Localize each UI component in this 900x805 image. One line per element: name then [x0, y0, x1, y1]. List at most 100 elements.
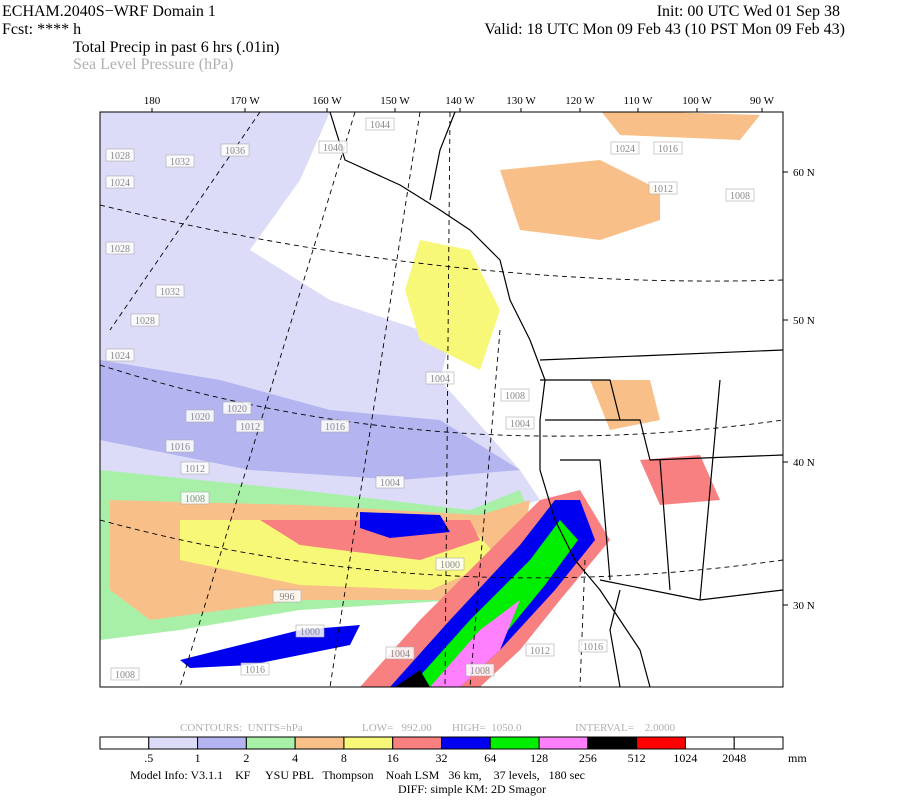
isobar-label-box: [105, 348, 135, 362]
isobar-label: 1004: [390, 649, 410, 660]
colorbar-swatch: [587, 736, 638, 750]
isobar-label: 1004: [380, 478, 400, 489]
title: ECHAM.2040S−WRF Domain 1: [2, 3, 216, 20]
precip-area: [590, 380, 660, 430]
isobar-label-box: [220, 143, 250, 157]
latitude-label: 60 N: [793, 167, 815, 179]
isobar-label-box: [240, 662, 270, 676]
init-time: Init: 00 UTC Wed 01 Sep 38: [657, 3, 840, 20]
isobar-label-box: [272, 589, 302, 603]
isobar-label: 1008: [730, 191, 750, 202]
isobar-label: 1012: [530, 646, 550, 657]
model-diff: DIFF: simple KM: 2D Smagor: [398, 782, 546, 796]
colorbar-label: 8: [341, 751, 347, 765]
isobar-label-box: [318, 140, 348, 154]
latitude-label: 50 N: [793, 315, 815, 327]
colorbar-swatch: [148, 736, 199, 750]
isobar-label-box: [505, 416, 535, 430]
longitude-label: 90 W: [750, 95, 775, 107]
isobar-label: 1036: [225, 146, 245, 157]
colorbar-label: 256: [579, 751, 597, 765]
isobar-label: 1004: [430, 374, 450, 385]
isobar-label-box: [578, 639, 608, 653]
isobar-label: 1000: [300, 627, 320, 638]
isobar-label: 1020: [227, 404, 247, 415]
colorbar-unit: mm: [788, 751, 807, 765]
isobar-label-box: [435, 557, 465, 571]
isobar-label-box: [525, 643, 555, 657]
isobar-label: 1024: [110, 351, 130, 362]
map-axes: 180 170 W 160 W 150 W 140 W 130 W 120 W 110 W 10…: [144, 95, 815, 612]
isobar-label-box: [105, 241, 135, 255]
isobar-label: 1016: [658, 144, 678, 155]
coastlines: [329, 112, 783, 687]
colorbar-swatch: [245, 736, 296, 750]
isobar-label-box: [500, 388, 530, 402]
isobar-label-box: [653, 141, 683, 155]
colorbar-swatch: [441, 736, 491, 750]
isobar-label: 1016: [170, 442, 190, 453]
isobar-label-box: [180, 491, 210, 505]
precip-swath: [430, 600, 520, 687]
isobar-label-box: [105, 175, 135, 189]
precip-area: [360, 512, 450, 538]
map-frame: [99, 111, 784, 688]
isobar-label-box: [235, 419, 265, 433]
isobar-label-box: [648, 181, 678, 195]
isobar-label: 1008: [115, 670, 135, 681]
isobar-label-box: [375, 475, 405, 489]
colorbar-label: 4: [292, 751, 298, 765]
graticule: [100, 112, 783, 687]
colorbar-label: 32: [436, 751, 448, 765]
isobar-label: 1004: [510, 419, 530, 430]
colorbar-swatch: [684, 736, 735, 750]
contour-units: CONTOURS: UNITS=hPa: [180, 722, 303, 734]
isobar-label-box: [110, 667, 140, 681]
model-info: Model Info: V3.1.1 KF YSU PBL Thompson N…: [130, 768, 585, 782]
contour-high: HIGH= 1050.0: [452, 722, 522, 734]
isobar-label-box: [185, 409, 215, 423]
isobar-label-box: [165, 154, 195, 168]
precip-area: [601, 112, 760, 140]
isobar-label-box: [105, 148, 135, 162]
forecast-hour: Fcst: **** h: [2, 21, 81, 38]
precip-area: [405, 240, 500, 370]
isobar-label: 1008: [185, 494, 205, 505]
isobar-label: 1040: [323, 143, 343, 154]
isobar-label-box: [610, 141, 640, 155]
valid-time: Valid: 18 UTC Mon 09 Feb 43 (10 PST Mon …: [484, 21, 845, 38]
isobar-label-box: [130, 313, 160, 327]
isobar-label-box: [725, 188, 755, 202]
longitude-label: 130 W: [506, 95, 536, 107]
precip-swath: [410, 520, 578, 687]
field-precip: Total Precip in past 6 hrs (.01in): [73, 39, 279, 56]
colorbar-label: 2048: [722, 751, 746, 765]
isobar-label: 996: [280, 592, 295, 603]
precip-area: [100, 360, 520, 480]
isobar-label: 1008: [470, 666, 490, 677]
longitude-label: 110 W: [623, 95, 653, 107]
map: [99, 111, 784, 688]
longitude-label: 150 W: [380, 95, 410, 107]
colorbar-swatch: [343, 736, 394, 750]
colorbar-swatch: [538, 736, 589, 750]
isobar-label-box: [155, 284, 185, 298]
colorbar-swatch: [636, 736, 686, 750]
isobar-label-box: [222, 401, 252, 415]
precip-area: [500, 160, 660, 240]
colorbar-swatch: [733, 736, 784, 750]
isobar-label-box: [320, 419, 350, 433]
isobar-label: 1024: [110, 178, 130, 189]
latitude-label: 30 N: [793, 600, 815, 612]
isobar-label-box: [165, 439, 195, 453]
longitude-label: 100 W: [682, 95, 712, 107]
colorbar-label: 1024: [673, 751, 697, 765]
contour-interval: INTERVAL= 2.0000: [575, 722, 676, 734]
isobar-label: 1016: [325, 422, 345, 433]
isobar-label: 1032: [170, 157, 190, 168]
colorbar-swatch: [489, 736, 540, 750]
precip-swath: [395, 670, 430, 687]
contour-low: LOW= 992.00: [362, 722, 432, 734]
longitude-label: 120 W: [565, 95, 595, 107]
colorbar-label: .5: [144, 751, 153, 765]
